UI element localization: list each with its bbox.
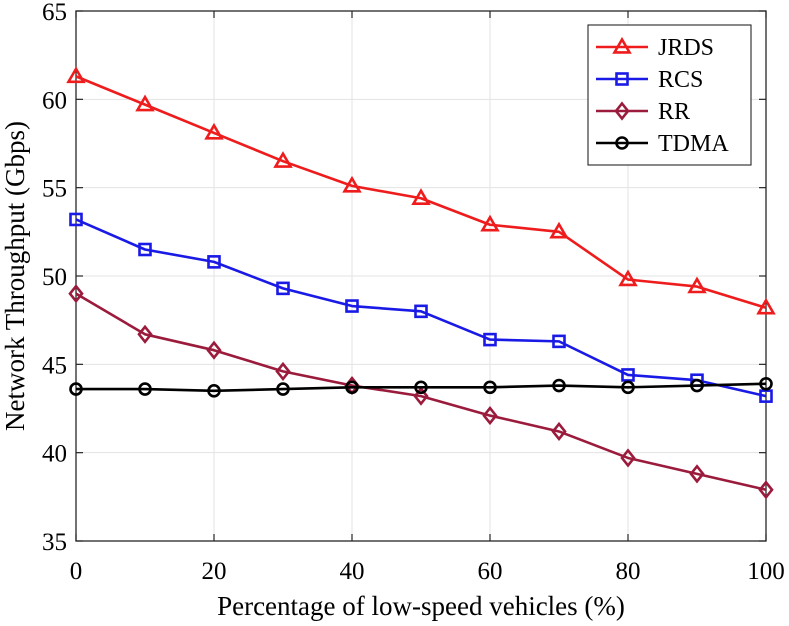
y-tick-label: 40 (42, 441, 67, 468)
data-point-rcs (276, 281, 290, 296)
data-point-rcs (483, 332, 497, 347)
series-rcs (69, 212, 773, 403)
legend-label: RR (658, 99, 690, 125)
legend-label: JRDS (658, 35, 714, 61)
x-tick-label: 80 (616, 558, 641, 585)
y-tick-label: 35 (42, 529, 67, 556)
data-point-tdma (69, 382, 83, 396)
legend-marker (612, 36, 632, 54)
data-point-tdma (345, 380, 359, 395)
data-point-jrds (135, 94, 155, 112)
data-point-tdma (414, 380, 428, 395)
y-axis-label: Network Throughput (Gbps) (0, 121, 30, 431)
y-tick-label: 60 (42, 87, 67, 114)
legend-item-jrds: JRDS (596, 35, 714, 61)
data-point-jrds (342, 175, 362, 193)
data-point-tdma (759, 376, 773, 391)
y-tick-label: 45 (42, 352, 67, 379)
legend-box (587, 24, 752, 166)
legend: JRDS RCS RR TDMA (587, 24, 752, 166)
data-point-rcs (759, 389, 773, 403)
legend-label: RCS (658, 67, 703, 93)
x-tick-label: 40 (340, 558, 365, 585)
legend-marker (615, 136, 629, 150)
y-tick-label: 50 (42, 264, 67, 291)
data-point-tdma (207, 384, 221, 398)
data-point-jrds (273, 151, 293, 168)
x-tick-label: 100 (747, 558, 785, 585)
data-point-tdma (276, 382, 290, 396)
data-point-rr (68, 284, 84, 304)
data-point-rcs (414, 304, 428, 319)
x-tick-label: 0 (70, 558, 83, 585)
data-point-tdma (690, 378, 704, 393)
data-point-rr (482, 405, 498, 426)
data-point-jrds (411, 188, 431, 205)
data-point-rr (206, 340, 222, 360)
data-point-tdma (621, 380, 635, 395)
x-tick-label: 20 (202, 558, 227, 585)
x-tick-label: 60 (478, 558, 503, 585)
data-point-jrds (549, 221, 569, 239)
data-point-jrds (756, 297, 776, 315)
series-line-rr (75, 292, 767, 492)
series-line-jrds (75, 75, 767, 310)
x-axis-label: Percentage of low-speed vehicles (%) (217, 591, 625, 621)
data-point-rcs (207, 255, 221, 269)
legend-marker (614, 101, 630, 121)
legend-label: TDMA (658, 131, 729, 157)
data-point-rr (758, 480, 774, 500)
series-tdma (69, 376, 773, 398)
data-point-tdma (552, 378, 566, 393)
data-point-rr (413, 386, 429, 406)
tick-layer: 0 20 40 60 80 100 35 40 45 50 55 60 65 (42, 0, 785, 585)
data-point-rr (620, 448, 636, 468)
y-tick-label: 55 (42, 176, 67, 203)
data-point-rcs (138, 242, 152, 257)
data-point-rcs (345, 299, 359, 313)
data-point-rr (275, 361, 291, 381)
data-point-jrds (480, 214, 500, 232)
series-line-rcs (75, 218, 767, 398)
data-point-rcs (621, 368, 635, 382)
series-jrds (66, 66, 776, 315)
data-point-tdma (138, 382, 152, 396)
legend-item-rr: RR (596, 99, 690, 125)
data-point-rr (551, 421, 567, 442)
data-point-jrds (66, 66, 86, 84)
data-point-rr (137, 324, 153, 344)
y-tick-label: 65 (42, 0, 67, 26)
data-point-jrds (618, 269, 638, 287)
series-line-tdma (76, 382, 767, 393)
data-point-rcs (69, 212, 83, 227)
legend-marker (615, 72, 629, 86)
data-point-jrds (687, 276, 707, 294)
series-layer (66, 66, 776, 500)
data-point-jrds (204, 122, 224, 140)
legend-item-tdma: TDMA (596, 131, 729, 157)
legend-item-rcs: RCS (596, 67, 703, 93)
data-point-rr (689, 464, 705, 484)
data-point-tdma (483, 380, 497, 395)
data-point-rcs (552, 334, 566, 349)
